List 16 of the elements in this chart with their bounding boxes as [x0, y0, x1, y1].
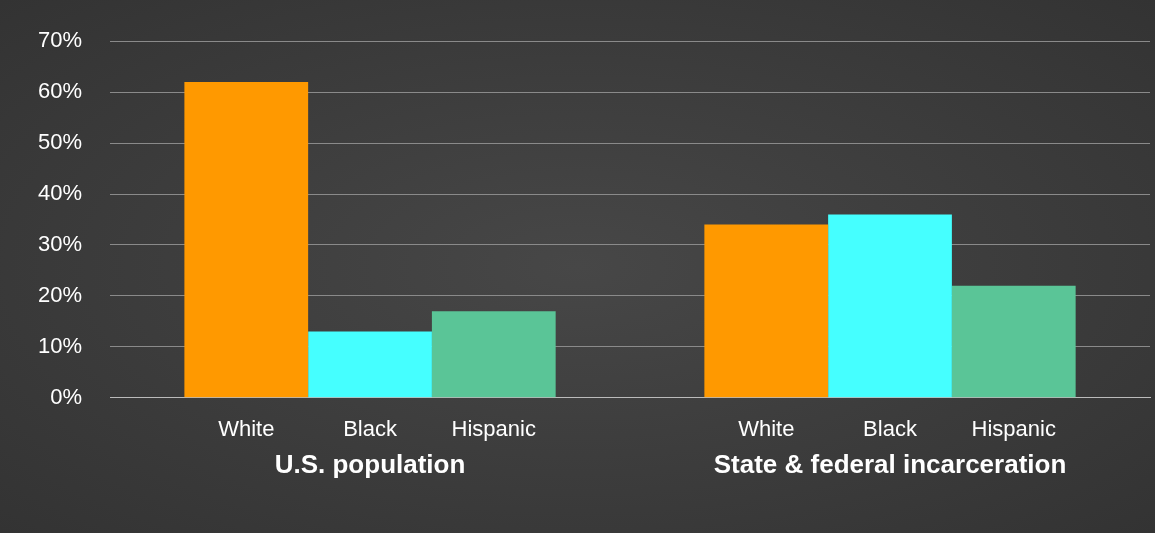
y-tick-label: 30% [37, 231, 83, 257]
x-tick-label: State & federal incarceration [713, 448, 1067, 479]
series-label: Hispanic [451, 415, 536, 441]
text: White [738, 415, 795, 441]
text: Black [863, 415, 917, 441]
y-tick-label: 0% [50, 383, 83, 409]
series-label: White [218, 415, 275, 441]
y-tick-label: 70% [37, 27, 83, 53]
y-tick-label: 40% [37, 180, 83, 206]
y-tick-label: 20% [37, 281, 83, 307]
y-tick-label: 50% [37, 129, 83, 155]
text: Hispanic [971, 415, 1056, 441]
y-tick-label: 60% [37, 78, 83, 104]
series-label: Black [343, 415, 398, 441]
y-tick-label: 10% [37, 332, 83, 358]
x-tick-label: U.S. population [274, 448, 466, 479]
